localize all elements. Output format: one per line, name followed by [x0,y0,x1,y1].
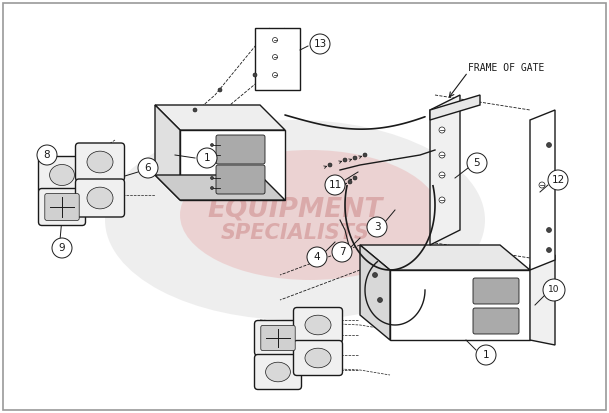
Polygon shape [430,95,480,120]
Circle shape [548,170,568,190]
Circle shape [439,172,445,178]
FancyBboxPatch shape [45,194,79,221]
Circle shape [546,228,552,233]
Circle shape [211,154,214,157]
FancyBboxPatch shape [473,308,519,334]
Ellipse shape [49,164,74,185]
Polygon shape [390,270,530,340]
Circle shape [539,182,545,188]
Circle shape [272,73,278,78]
Text: 11: 11 [328,180,342,190]
Text: 8: 8 [44,150,51,160]
FancyBboxPatch shape [255,354,301,389]
Circle shape [439,152,445,158]
Circle shape [439,127,445,133]
Circle shape [328,163,332,167]
Polygon shape [360,245,390,340]
Ellipse shape [266,362,290,382]
Circle shape [211,176,214,180]
FancyBboxPatch shape [255,320,301,356]
Circle shape [52,238,72,258]
Circle shape [325,175,345,195]
FancyBboxPatch shape [294,340,342,375]
FancyBboxPatch shape [38,188,85,225]
Circle shape [332,242,352,262]
FancyBboxPatch shape [294,308,342,342]
Text: 10: 10 [548,285,560,294]
Circle shape [338,183,342,187]
FancyBboxPatch shape [261,325,295,351]
Text: 5: 5 [474,158,481,168]
Ellipse shape [180,150,440,280]
Circle shape [546,247,552,252]
Polygon shape [155,105,180,200]
Circle shape [363,153,367,157]
FancyBboxPatch shape [76,143,124,181]
Circle shape [193,108,197,112]
Circle shape [272,38,278,43]
Polygon shape [180,130,285,200]
Text: 4: 4 [314,252,320,262]
Text: 1: 1 [203,153,210,163]
Polygon shape [155,105,285,130]
Polygon shape [530,110,555,270]
Text: EQUIPMENT: EQUIPMENT [207,197,382,223]
Circle shape [439,197,445,203]
Text: 6: 6 [145,163,151,173]
Text: 13: 13 [314,39,326,49]
FancyBboxPatch shape [76,179,124,217]
Circle shape [197,148,217,168]
FancyBboxPatch shape [38,157,85,194]
Circle shape [367,217,387,237]
Polygon shape [360,245,530,270]
Ellipse shape [305,348,331,368]
Circle shape [272,55,278,59]
Circle shape [476,345,496,365]
Circle shape [218,88,222,92]
Circle shape [211,187,214,190]
Circle shape [343,158,347,162]
Text: 7: 7 [339,247,345,257]
Polygon shape [530,255,555,345]
Text: SPECIALISTS: SPECIALISTS [220,223,370,243]
Circle shape [138,158,158,178]
Polygon shape [430,95,460,245]
Text: 12: 12 [551,175,565,185]
Circle shape [307,247,327,267]
Text: 3: 3 [374,222,380,232]
Ellipse shape [87,151,113,173]
FancyBboxPatch shape [216,135,265,164]
Circle shape [373,273,378,278]
Circle shape [543,279,565,301]
Circle shape [37,145,57,165]
Text: 1: 1 [483,350,489,360]
FancyBboxPatch shape [216,165,265,194]
Circle shape [353,156,357,160]
Text: FRAME OF GATE: FRAME OF GATE [468,63,544,73]
FancyBboxPatch shape [473,278,519,304]
Circle shape [353,176,357,180]
Circle shape [378,297,382,302]
Circle shape [467,153,487,173]
Text: 9: 9 [58,243,65,253]
Polygon shape [255,28,300,90]
Circle shape [348,180,352,184]
Ellipse shape [87,187,113,209]
Circle shape [211,143,214,147]
Circle shape [546,142,552,147]
Ellipse shape [105,120,485,320]
Polygon shape [155,175,285,200]
Circle shape [253,73,257,77]
Ellipse shape [305,315,331,335]
Circle shape [310,34,330,54]
